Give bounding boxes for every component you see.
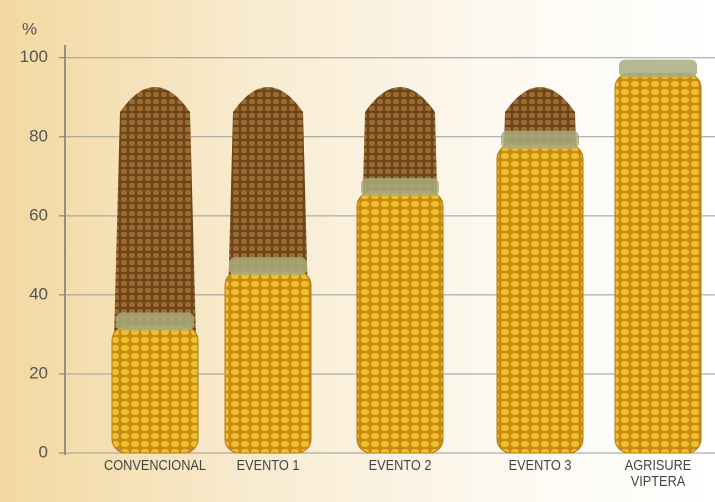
y-tick-label: 80 — [29, 126, 48, 145]
y-tick-label: 100 — [20, 47, 48, 66]
damage-band — [116, 313, 194, 331]
x-tick-label: EVENTO 2 — [349, 458, 451, 474]
damage-band — [229, 257, 307, 275]
x-tick-label: AGRISURE VIPTERA — [620, 458, 697, 490]
damage-band — [361, 178, 439, 196]
damage-band — [501, 131, 579, 149]
y-axis-label: % — [22, 19, 37, 38]
bar — [497, 145, 583, 453]
x-tick-label: EVENTO 1 — [217, 458, 319, 474]
page: % 0 20 40 60 80 100 CONVENCIONAL EVENTO 1 EVENT… — [0, 0, 715, 502]
y-tick-label: 40 — [29, 284, 48, 303]
x-tick-label: CONVENCIONAL — [104, 458, 206, 474]
y-tick-label: 60 — [29, 205, 48, 224]
bar — [112, 327, 198, 453]
bar — [357, 192, 443, 453]
y-tick-label: 0 — [39, 442, 48, 461]
y-tick-label: 20 — [29, 363, 48, 382]
x-tick-label: EVENTO 3 — [489, 458, 591, 474]
bar — [225, 271, 311, 453]
damage-band — [619, 60, 697, 78]
bar — [615, 74, 701, 453]
chart: % 0 20 40 60 80 100 — [0, 0, 715, 502]
